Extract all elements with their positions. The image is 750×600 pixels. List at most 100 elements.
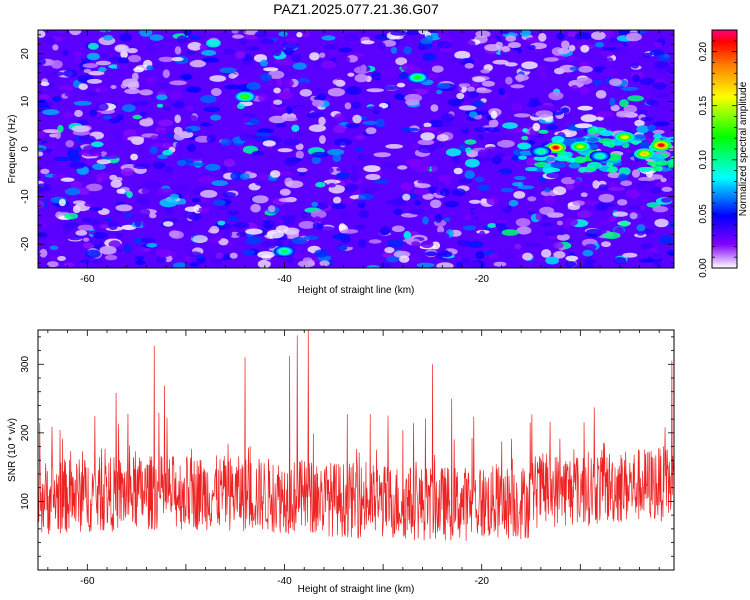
heatmap-cell [458, 105, 477, 111]
heatmap-cell [495, 41, 504, 49]
heatmap-cell [582, 259, 596, 264]
heatmap-hotspot [641, 152, 648, 156]
heatmap-cell [231, 152, 242, 159]
heatmap-cell [578, 38, 588, 47]
heatmap-cell [576, 77, 593, 85]
heatmap-cell [187, 41, 203, 51]
heatmap-cell [89, 206, 103, 211]
heatmap-cell [132, 101, 150, 106]
heatmap-cell [487, 223, 497, 228]
heatmap-cell [652, 206, 669, 213]
heatmap-cell [641, 242, 653, 250]
heatmap-cell [484, 146, 499, 153]
heatmap-hotspot [242, 94, 249, 99]
heatmap-cell [42, 109, 60, 116]
heatmap-cell [133, 66, 145, 73]
heatmap-cell [43, 73, 59, 78]
heatmap-hotspot [658, 143, 665, 147]
heatmap-cell [546, 171, 565, 179]
heatmap-cell [149, 146, 158, 155]
heatmap-cell [255, 132, 271, 137]
heatmap-cell [634, 119, 645, 127]
heatmap-cell [123, 213, 133, 219]
heatmap-cell [189, 262, 200, 267]
heatmap-cell [232, 222, 250, 229]
heatmap-cell [516, 226, 532, 235]
heatmap-cell [149, 34, 164, 41]
heatmap-cell [242, 34, 260, 40]
heatmap-cell [80, 259, 91, 264]
heatmap-cell [355, 224, 366, 230]
heatmap-cell [636, 125, 650, 134]
heatmap-cell [321, 35, 336, 41]
heatmap-cell [580, 192, 588, 197]
heatmap-cell [572, 200, 585, 206]
heatmap-cell [536, 104, 555, 110]
heatmap-cell [527, 196, 537, 202]
heatmap-cell [223, 48, 236, 55]
heatmap-cell [383, 85, 399, 91]
heatmap-cell [460, 39, 476, 49]
heatmap-cell [286, 38, 299, 44]
heatmap-cell [150, 135, 159, 140]
heatmap-cell [502, 122, 518, 129]
spectrogram-axes: -60 -40 -20 -20 -10 0 10 20 [20, 30, 674, 285]
heatmap-cell [640, 116, 654, 122]
heatmap-cell [620, 180, 633, 187]
heatmap-cell [87, 42, 99, 50]
heatmap-cell [267, 205, 276, 213]
heatmap-cell [134, 218, 142, 227]
heatmap-cell [433, 231, 450, 241]
heatmap-cell [133, 237, 142, 245]
snr-series-line [38, 330, 674, 541]
spectrogram-panel: -60 -40 -20 -20 -10 0 10 20 Height of straight … [7, 29, 675, 296]
heatmap-cell [50, 60, 63, 69]
heatmap-cell [228, 73, 237, 79]
heatmap-cell [574, 123, 593, 129]
heatmap-cell [138, 208, 151, 216]
snr-y-axis-label: SNR (10 * v/v) [7, 418, 18, 482]
heatmap-cell [436, 262, 454, 268]
heatmap-cell [336, 167, 346, 172]
heatmap-cell [53, 156, 71, 162]
heatmap-cell [411, 241, 421, 247]
heatmap-cell [650, 255, 663, 260]
heatmap-cell [169, 90, 183, 100]
heatmap-cell [259, 38, 275, 45]
heatmap-cell [417, 145, 435, 154]
heatmap-cell [283, 117, 298, 122]
heatmap-cell [242, 60, 254, 66]
heatmap-cell [375, 170, 384, 176]
heatmap-cell [86, 52, 100, 61]
heatmap-cell [57, 256, 66, 261]
heatmap-cell [510, 84, 525, 89]
heatmap-cell [387, 239, 405, 248]
heatmap-cell [556, 32, 565, 40]
heatmap-cell [618, 166, 631, 176]
heatmap-cell [221, 165, 228, 173]
heatmap-cell [85, 249, 101, 259]
heatmap-cell [612, 48, 629, 55]
heatmap-cell [45, 160, 61, 166]
heatmap-cell [458, 178, 473, 185]
heatmap-cell [666, 136, 674, 143]
heatmap-cell [589, 143, 599, 150]
heatmap-cell [556, 220, 564, 226]
heatmap-cell [230, 171, 243, 181]
heatmap-cell [310, 210, 327, 219]
heatmap-cell [256, 136, 272, 142]
heatmap-cell [58, 85, 75, 91]
heatmap-cell [74, 109, 83, 118]
heatmap-cell [422, 216, 429, 225]
heatmap-cell [554, 155, 570, 162]
heatmap-cell [296, 132, 303, 138]
heatmap-cell [94, 102, 109, 112]
heatmap-cell [155, 255, 167, 264]
heatmap-cell [327, 148, 345, 156]
heatmap-cell [436, 89, 443, 95]
heatmap-cell [366, 106, 383, 112]
heatmap-cell [68, 231, 75, 240]
heatmap-cell [616, 110, 632, 117]
heatmap-cell [575, 31, 591, 41]
heatmap-cell [227, 210, 240, 216]
